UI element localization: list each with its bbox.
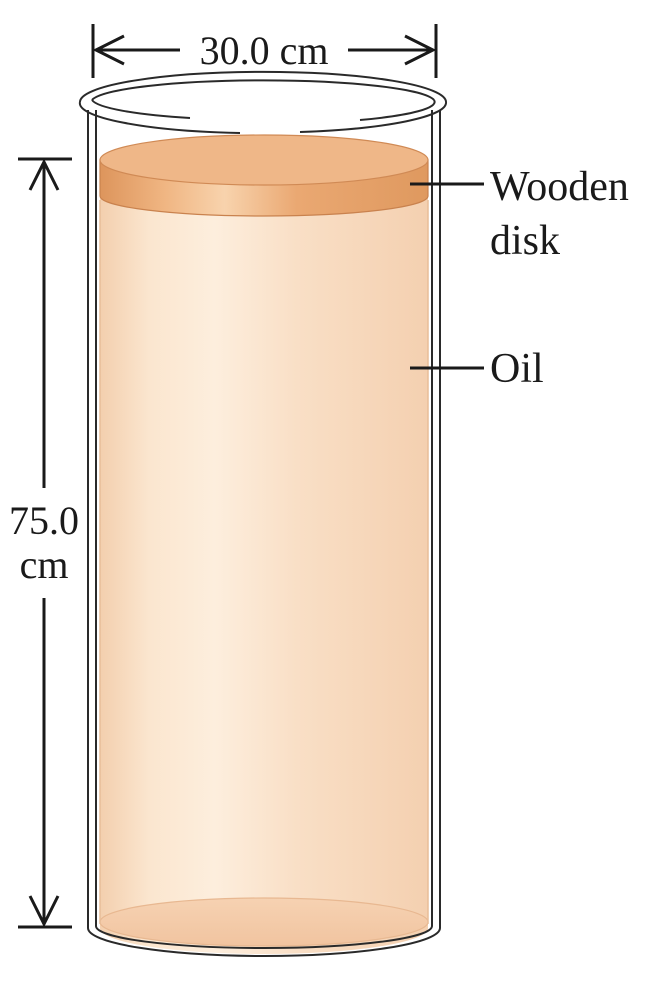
height-unit-label: cm (20, 542, 69, 587)
glass-cylinder (78, 70, 448, 957)
arrow-down-icon (28, 895, 60, 928)
wooden-disk (99, 134, 429, 217)
height-dimension: 75.0 cm (9, 157, 79, 929)
wooden-disk-label-line2: disk (490, 218, 560, 264)
wooden-disk-callout: Wooden disk (410, 164, 629, 264)
oil-column (99, 178, 429, 954)
arrow-left-icon (92, 34, 125, 66)
arrow-up-icon (28, 158, 60, 191)
oil-bottom-ellipse (99, 897, 429, 947)
oil-label: Oil (490, 346, 544, 392)
wooden-disk-label-line1: Wooden (490, 164, 629, 210)
oil-callout: Oil (410, 346, 544, 392)
disk-top-face (99, 134, 429, 186)
height-value-label: 75.0 (9, 498, 79, 543)
diameter-label: 30.0 cm (200, 28, 329, 73)
diameter-dimension: 30.0 cm (91, 24, 438, 78)
arrow-right-icon (404, 34, 437, 66)
